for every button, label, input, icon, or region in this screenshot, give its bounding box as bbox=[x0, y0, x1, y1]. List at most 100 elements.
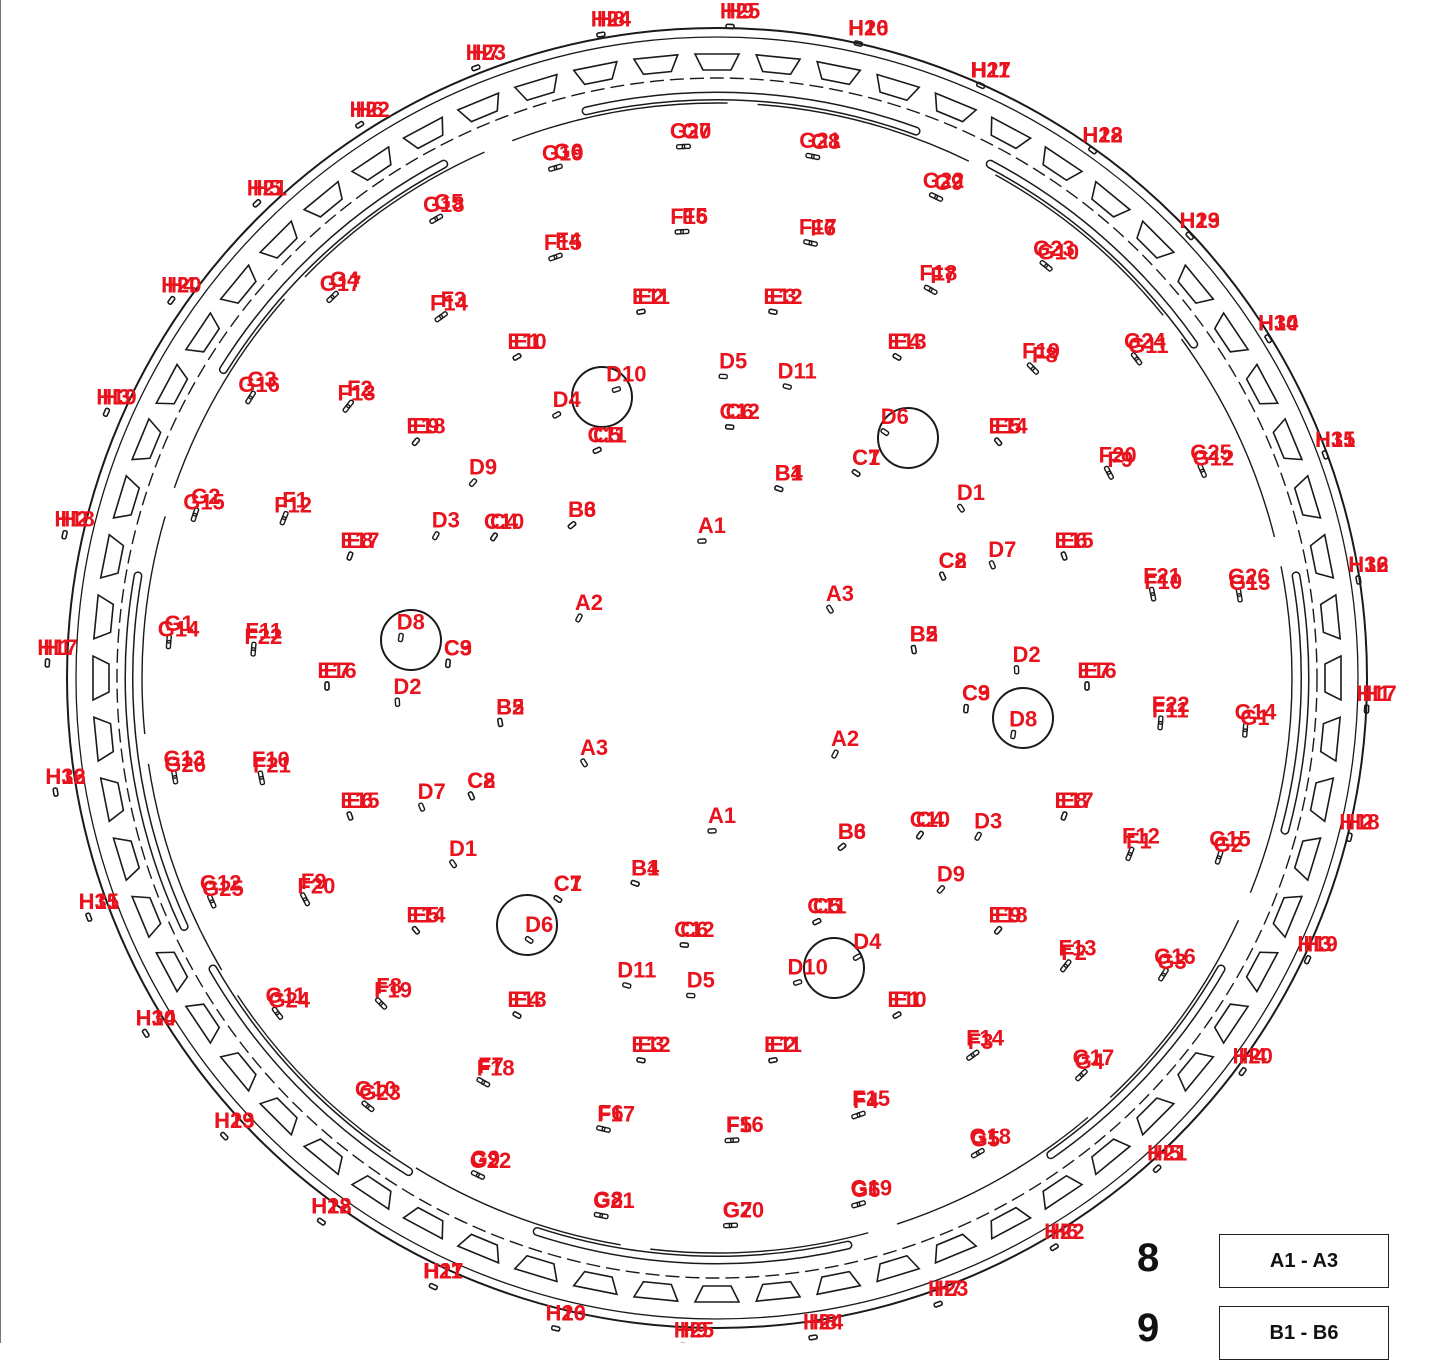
step-range-box-9: B1 - B6 bbox=[1219, 1306, 1389, 1360]
ring-h-inner-label-h20: H20 bbox=[161, 272, 201, 297]
part-marker bbox=[1355, 575, 1362, 585]
ring-d-inner-label-d1: D1 bbox=[449, 836, 477, 861]
ring-c-inner-label-c7: C7 bbox=[852, 445, 880, 470]
rim-tooth bbox=[934, 91, 978, 123]
part-marker bbox=[355, 120, 365, 129]
part-marker bbox=[596, 31, 606, 38]
part-marker bbox=[1039, 259, 1049, 269]
ring-h-outer-label-h21: H21 bbox=[1147, 1141, 1187, 1166]
rim-tooth bbox=[99, 777, 125, 823]
part-marker bbox=[837, 842, 847, 852]
part-marker bbox=[768, 1057, 778, 1064]
rim-tooth bbox=[876, 73, 921, 102]
ring-a-outer-label-a2: A2 bbox=[831, 726, 859, 751]
ring-c-inner-label-c6: C6 bbox=[726, 399, 754, 424]
rim-tooth bbox=[92, 654, 110, 702]
ring-g-inner-label-g7: G7 bbox=[723, 1198, 752, 1223]
ring-c-outer-label-c2: C2 bbox=[939, 548, 967, 573]
ring-f-inner-label-f15: F15 bbox=[544, 230, 582, 255]
ring-c-outer-label-c8: C8 bbox=[467, 768, 495, 793]
ring-f-outer-label-f1: F1 bbox=[282, 488, 308, 513]
rim-tooth bbox=[112, 474, 141, 519]
ring-e-inner-label-e17: E17 bbox=[1055, 788, 1094, 813]
ring-g-inner-label-g24: G24 bbox=[1124, 329, 1166, 354]
ring-f-inner-label-f18: F18 bbox=[919, 260, 957, 285]
part-marker bbox=[512, 1011, 522, 1019]
ring-c-inner-label-c3: C3 bbox=[444, 635, 472, 660]
ring-h-outer-label-h30: H30 bbox=[136, 1005, 176, 1030]
slot-top-left-inner bbox=[220, 161, 447, 373]
part-marker bbox=[880, 428, 890, 437]
part-marker bbox=[548, 254, 558, 262]
part-marker bbox=[192, 507, 200, 517]
part-marker bbox=[1125, 851, 1133, 862]
ring-h-inner-label-h24: H24 bbox=[591, 7, 632, 32]
rim-tooth bbox=[1324, 654, 1342, 702]
ring-e-inner-label-e14: E14 bbox=[989, 414, 1029, 439]
ring-f-inner-label-f8: F8 bbox=[376, 973, 402, 998]
ring-g-outer-label-g18: G18 bbox=[969, 1124, 1011, 1149]
ring-g-outer-label-g4: G4 bbox=[330, 267, 360, 292]
ring-labels: A1 A2 A3 A1 A2 A3 B1 B2 B3 B4 B5 B6 B1 B2 B3 B4 B5 B6 C1 C2… bbox=[37, 0, 1397, 1343]
part-marker bbox=[1060, 551, 1068, 561]
ring-g-outer-label-g13: G13 bbox=[1229, 570, 1271, 595]
ring-h-inner-label-h6: H6 bbox=[1050, 1219, 1078, 1244]
ring-d-inner-label-d11: D11 bbox=[617, 957, 656, 982]
part-marker bbox=[636, 1057, 646, 1064]
part-marker bbox=[808, 1334, 818, 1341]
part-marker bbox=[1088, 146, 1098, 155]
ring-h-inner-label-h25: H25 bbox=[720, 0, 760, 23]
ring-e-inner-label-e5: E5 bbox=[412, 902, 439, 927]
ring-f-outer-label-f5: F5 bbox=[682, 204, 708, 229]
part-marker bbox=[856, 1110, 866, 1118]
ring-f-outer-label-f20: F20 bbox=[297, 874, 335, 899]
ring-e-outer-label-e4: E4 bbox=[894, 329, 922, 354]
ring-f-outer-label-f8: F8 bbox=[1032, 343, 1058, 368]
ring-g-outer-label-g3: G3 bbox=[247, 367, 276, 392]
part-marker bbox=[851, 468, 861, 478]
ring-g-inner-label-g19: G19 bbox=[542, 141, 584, 166]
outer-rim-1 bbox=[66, 27, 1368, 1329]
ring-h-outer-label-h2: H2 bbox=[61, 507, 89, 532]
ring-h-inner-label-h15: H15 bbox=[79, 889, 119, 914]
ring-f-outer-label-f13: F13 bbox=[1059, 936, 1097, 961]
ring-h-inner-label-h16: H16 bbox=[45, 764, 85, 789]
part-marker bbox=[1106, 470, 1115, 480]
ring-h-inner-label-h4: H4 bbox=[1239, 1044, 1268, 1069]
part-marker bbox=[302, 897, 311, 907]
ring-e-inner-label-e18: E18 bbox=[989, 902, 1028, 927]
rim-tooth bbox=[1309, 533, 1335, 579]
part-marker bbox=[346, 551, 354, 561]
rim-tooth bbox=[755, 1280, 802, 1303]
ring-g-inner-label-g26: G26 bbox=[1228, 564, 1270, 589]
ring-f-outer-label-f17: F17 bbox=[597, 1102, 635, 1127]
ring-c-inner-label-c12: C12 bbox=[674, 917, 714, 942]
ring-b-inner-label-b3: B3 bbox=[568, 497, 596, 522]
part-marker bbox=[718, 373, 728, 380]
part-marker bbox=[774, 485, 784, 493]
part-marker bbox=[497, 717, 504, 728]
step-number-8: 8 bbox=[1137, 1236, 1160, 1280]
ring-e-inner-label-e4: E4 bbox=[514, 987, 542, 1012]
part-marker bbox=[245, 395, 254, 405]
ring-f-outer-label-f18: F18 bbox=[477, 1056, 515, 1081]
part-marker bbox=[725, 23, 735, 30]
part-marker bbox=[724, 424, 735, 430]
part-marker bbox=[1157, 720, 1164, 731]
ring-h-inner-label-h3: H3 bbox=[1304, 932, 1332, 957]
ring-g-inner-label-g12: G12 bbox=[200, 871, 242, 896]
part-marker bbox=[207, 894, 215, 904]
part-marker bbox=[975, 1147, 985, 1156]
ring-h-outer-label-h3: H3 bbox=[102, 384, 130, 409]
guide-arc-2 bbox=[141, 102, 1293, 1254]
ring-b-outer-label-b2: B2 bbox=[910, 622, 938, 647]
ring-d-outer-label-d2: D2 bbox=[1013, 642, 1041, 667]
ring-g-inner-label-g9: G9 bbox=[471, 1146, 500, 1171]
rim-tooth bbox=[99, 533, 125, 579]
ring-d-outer-label-d8: D8 bbox=[397, 610, 425, 635]
part-marker bbox=[805, 152, 815, 160]
part-marker bbox=[575, 613, 583, 623]
ring-h-outer-label-h11: H11 bbox=[971, 57, 1010, 82]
rim-tooth bbox=[184, 311, 221, 353]
